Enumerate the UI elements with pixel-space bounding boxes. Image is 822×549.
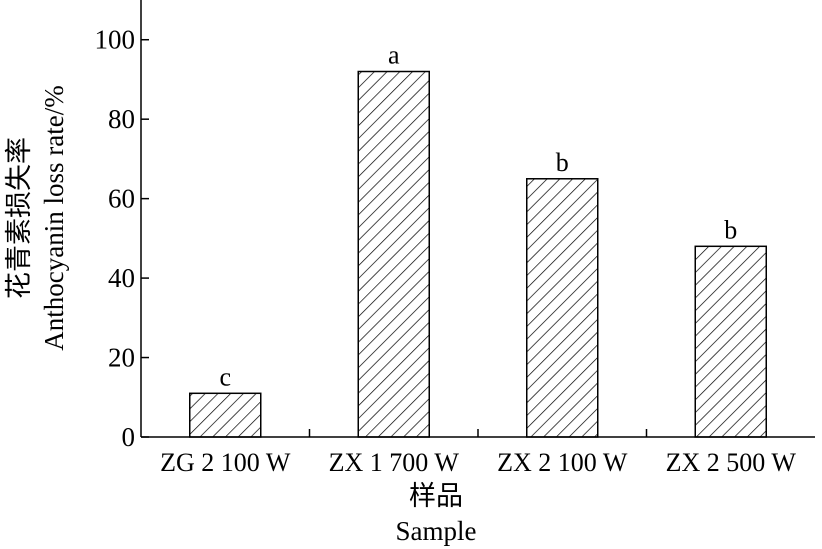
bar [189,392,262,438]
significance-label: b [724,215,737,244]
significance-label: b [556,148,569,177]
x-axis-title-cn: 样品 [409,481,463,511]
y-tick-label: 80 [108,104,135,134]
y-tick-label: 60 [108,184,135,214]
x-category-label: ZG 2 100 W [160,448,291,477]
y-tick-label: 0 [122,422,136,452]
x-category-label: ZX 2 100 W [497,448,628,477]
bar [694,245,767,438]
bars-layer [189,70,767,438]
bar [526,178,599,438]
y-axis-title-cn: 花青素损失率 [4,137,34,299]
x-category-label: ZX 1 700 W [329,448,460,477]
x-axis-title: Sample [396,516,477,546]
x-category-label: ZX 2 500 W [666,448,797,477]
bar [357,70,430,438]
significance-label: c [219,362,231,391]
y-tick-label: 40 [108,263,135,293]
y-tick-label: 20 [108,343,135,373]
axes-layer: 0 20 40 60 80 100 ZG 2 100 W c ZX 1 700 W a ZX 2 1… [95,0,815,477]
significance-label: a [388,41,400,70]
y-tick-label: 100 [95,25,136,55]
y-axis-title: Anthocyanin loss rate/% [39,85,69,350]
